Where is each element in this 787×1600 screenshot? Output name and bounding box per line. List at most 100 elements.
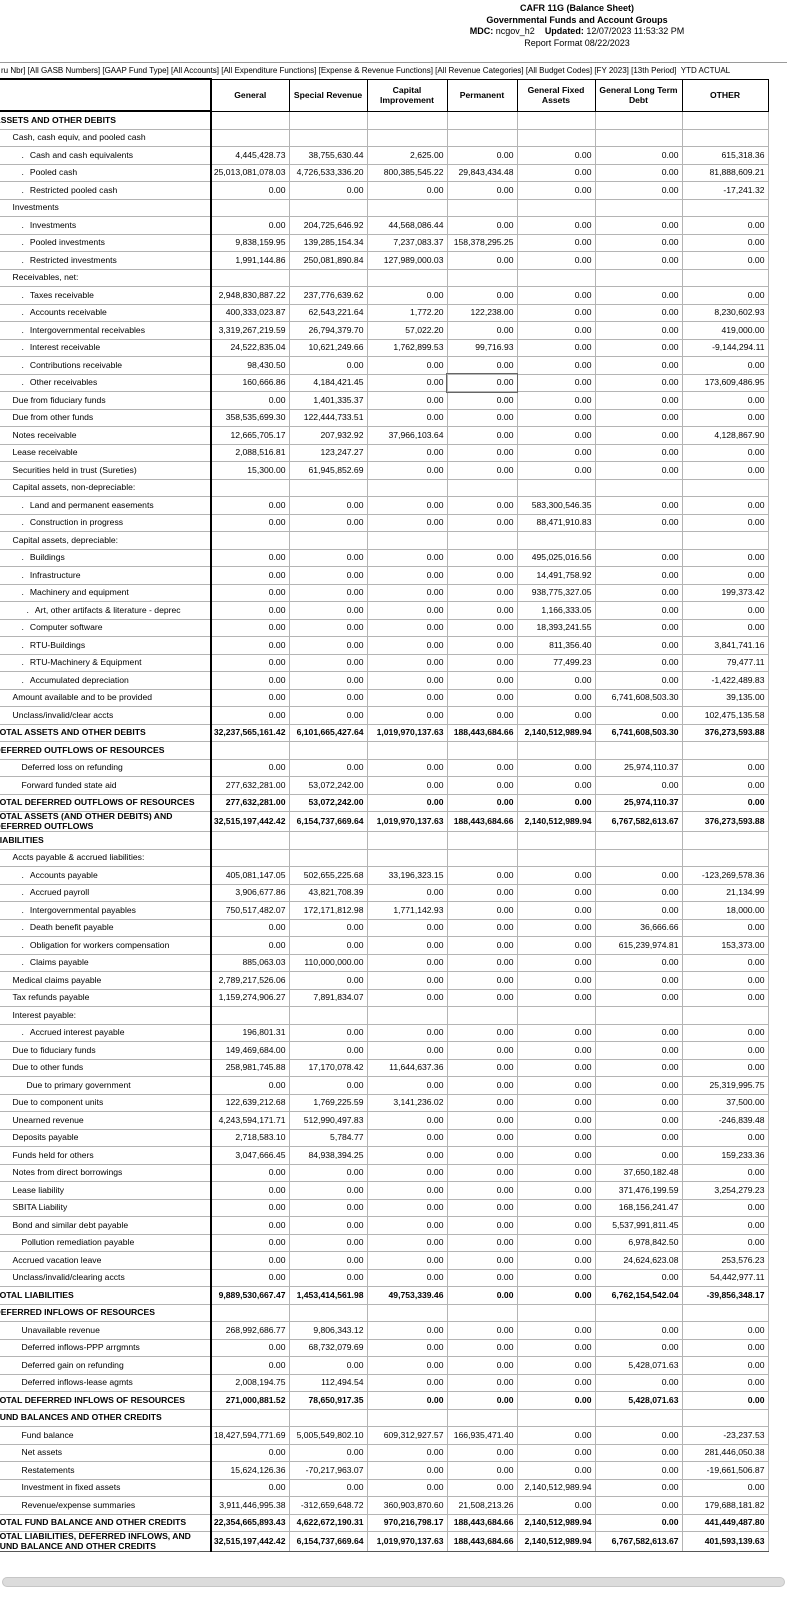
cell-permanent[interactable] (446, 1303, 518, 1322)
cell-capital-improvement[interactable] (366, 1303, 448, 1322)
cell-other[interactable]: 8,230,602.93 (681, 303, 769, 322)
cell-special-revenue[interactable]: 122,444,733.51 (288, 408, 368, 427)
cell-special-revenue[interactable]: 0.00 (288, 1163, 368, 1182)
cell-other[interactable]: 401,593,139.63 (681, 1531, 769, 1552)
cell-general[interactable]: 0.00 (210, 688, 290, 707)
cell-special-revenue[interactable]: 250,081,890.84 (288, 251, 368, 270)
cell-permanent[interactable]: 0.00 (446, 971, 518, 990)
cell-permanent[interactable] (446, 478, 518, 497)
cell-general-fixed-assets[interactable]: 2,140,512,989.94 (516, 1513, 596, 1532)
cell-permanent[interactable]: 0.00 (446, 181, 518, 200)
cell-permanent[interactable]: 0.00 (446, 496, 518, 515)
cell-other[interactable]: 25,319,995.75 (681, 1076, 769, 1095)
cell-capital-improvement[interactable]: 1,772.20 (366, 303, 448, 322)
cell-general[interactable]: 0.00 (210, 1268, 290, 1287)
cell-special-revenue[interactable]: 0.00 (288, 936, 368, 955)
cell-permanent[interactable]: 0.00 (446, 1093, 518, 1112)
cell-capital-improvement[interactable]: 0.00 (366, 1443, 448, 1462)
cell-general[interactable]: 4,445,428.73 (210, 146, 290, 165)
cell-special-revenue[interactable]: -70,217,963.07 (288, 1461, 368, 1480)
cell-capital-improvement[interactable]: 800,385,545.22 (366, 163, 448, 182)
cell-other[interactable]: -1,422,489.83 (681, 671, 769, 690)
cell-general-fixed-assets[interactable]: 0.00 (516, 181, 596, 200)
cell-other[interactable] (681, 531, 769, 550)
cell-general-long-term-debt[interactable]: 0.00 (594, 443, 683, 462)
cell-general-long-term-debt[interactable]: 0.00 (594, 1093, 683, 1112)
cell-general-fixed-assets[interactable]: 0.00 (516, 1251, 596, 1270)
cell-special-revenue[interactable]: 0.00 (288, 513, 368, 532)
cell-capital-improvement[interactable]: 609,312,927.57 (366, 1426, 448, 1445)
cell-special-revenue[interactable]: 110,000,000.00 (288, 953, 368, 972)
cell-capital-improvement[interactable] (366, 531, 448, 550)
cell-permanent[interactable]: 0.00 (446, 513, 518, 532)
cell-general-fixed-assets[interactable]: 0.00 (516, 671, 596, 690)
cell-special-revenue[interactable] (288, 110, 368, 130)
cell-general[interactable]: 2,008,194.75 (210, 1373, 290, 1392)
cell-general-long-term-debt[interactable]: 0.00 (594, 286, 683, 305)
cell-permanent[interactable]: 122,238.00 (446, 303, 518, 322)
cell-capital-improvement[interactable]: 0.00 (366, 1023, 448, 1042)
cell-capital-improvement[interactable] (366, 1408, 448, 1427)
cell-special-revenue[interactable]: 139,285,154.34 (288, 233, 368, 252)
cell-other[interactable]: 0.00 (681, 566, 769, 585)
cell-permanent[interactable]: 0.00 (446, 936, 518, 955)
cell-general-long-term-debt[interactable]: 36,666.66 (594, 918, 683, 937)
cell-general-fixed-assets[interactable] (516, 1303, 596, 1322)
cell-general-long-term-debt[interactable]: 0.00 (594, 1023, 683, 1042)
cell-capital-improvement[interactable]: 0.00 (366, 636, 448, 655)
cell-general[interactable]: 277,632,281.00 (210, 793, 290, 812)
cell-general-fixed-assets[interactable]: 0.00 (516, 1268, 596, 1287)
cell-general-long-term-debt[interactable]: 0.00 (594, 1373, 683, 1392)
cell-general[interactable]: 405,081,147.05 (210, 866, 290, 885)
cell-general-long-term-debt[interactable] (594, 741, 683, 760)
cell-other[interactable]: 54,442,977.11 (681, 1268, 769, 1287)
cell-capital-improvement[interactable]: 49,753,339.46 (366, 1286, 448, 1305)
cell-general[interactable]: 0.00 (210, 181, 290, 200)
cell-other[interactable] (681, 478, 769, 497)
cell-capital-improvement[interactable]: 0.00 (366, 1268, 448, 1287)
cell-capital-improvement[interactable]: 0.00 (366, 513, 448, 532)
cell-general-long-term-debt[interactable]: 0.00 (594, 1443, 683, 1462)
cell-capital-improvement[interactable]: 0.00 (366, 1198, 448, 1217)
cell-general-fixed-assets[interactable]: 0.00 (516, 356, 596, 375)
cell-other[interactable]: 0.00 (681, 461, 769, 480)
cell-special-revenue[interactable]: 6,154,737,669.64 (288, 1531, 368, 1552)
cell-permanent[interactable]: 0.00 (446, 706, 518, 725)
cell-capital-improvement[interactable]: 0.00 (366, 688, 448, 707)
cell-general-fixed-assets[interactable]: 0.00 (516, 426, 596, 445)
cell-special-revenue[interactable]: 0.00 (288, 1443, 368, 1462)
cell-general-fixed-assets[interactable]: 0.00 (516, 391, 596, 410)
cell-general-fixed-assets[interactable] (516, 268, 596, 287)
cell-general-long-term-debt[interactable]: 0.00 (594, 548, 683, 567)
cell-special-revenue[interactable] (288, 531, 368, 550)
cell-general-fixed-assets[interactable]: 0.00 (516, 1181, 596, 1200)
cell-capital-improvement[interactable]: 7,237,083.37 (366, 233, 448, 252)
cell-special-revenue[interactable] (288, 1006, 368, 1025)
cell-capital-improvement[interactable]: 0.00 (366, 1251, 448, 1270)
cell-other[interactable]: 0.00 (681, 548, 769, 567)
cell-general-fixed-assets[interactable]: 2,140,512,989.94 (516, 1531, 596, 1552)
cell-capital-improvement[interactable] (366, 268, 448, 287)
cell-general[interactable]: 22,354,665,893.43 (210, 1513, 290, 1532)
cell-general-long-term-debt[interactable]: 0.00 (594, 216, 683, 235)
cell-general[interactable]: 0.00 (210, 1163, 290, 1182)
cell-general-fixed-assets[interactable] (516, 478, 596, 497)
cell-general[interactable]: 3,911,446,995.38 (210, 1496, 290, 1515)
cell-special-revenue[interactable]: 0.00 (288, 1478, 368, 1497)
cell-permanent[interactable]: 99,716.93 (446, 338, 518, 357)
cell-other[interactable]: 173,609,486.95 (681, 373, 769, 392)
cell-permanent[interactable]: 0.00 (446, 391, 518, 410)
cell-general[interactable] (210, 1303, 290, 1322)
cell-general-fixed-assets[interactable]: 938,775,327.05 (516, 583, 596, 602)
cell-permanent[interactable] (446, 268, 518, 287)
cell-general-long-term-debt[interactable]: 0.00 (594, 636, 683, 655)
cell-general-long-term-debt[interactable]: 0.00 (594, 321, 683, 340)
cell-general[interactable] (210, 831, 290, 850)
cell-permanent[interactable]: 0.00 (446, 1058, 518, 1077)
cell-special-revenue[interactable]: 38,755,630.44 (288, 146, 368, 165)
cell-other[interactable]: -23,237.53 (681, 1426, 769, 1445)
cell-special-revenue[interactable]: 502,655,225.68 (288, 866, 368, 885)
cell-general[interactable]: 0.00 (210, 918, 290, 937)
cell-permanent[interactable]: 29,843,434.48 (446, 163, 518, 182)
cell-permanent[interactable]: 0.00 (446, 988, 518, 1007)
